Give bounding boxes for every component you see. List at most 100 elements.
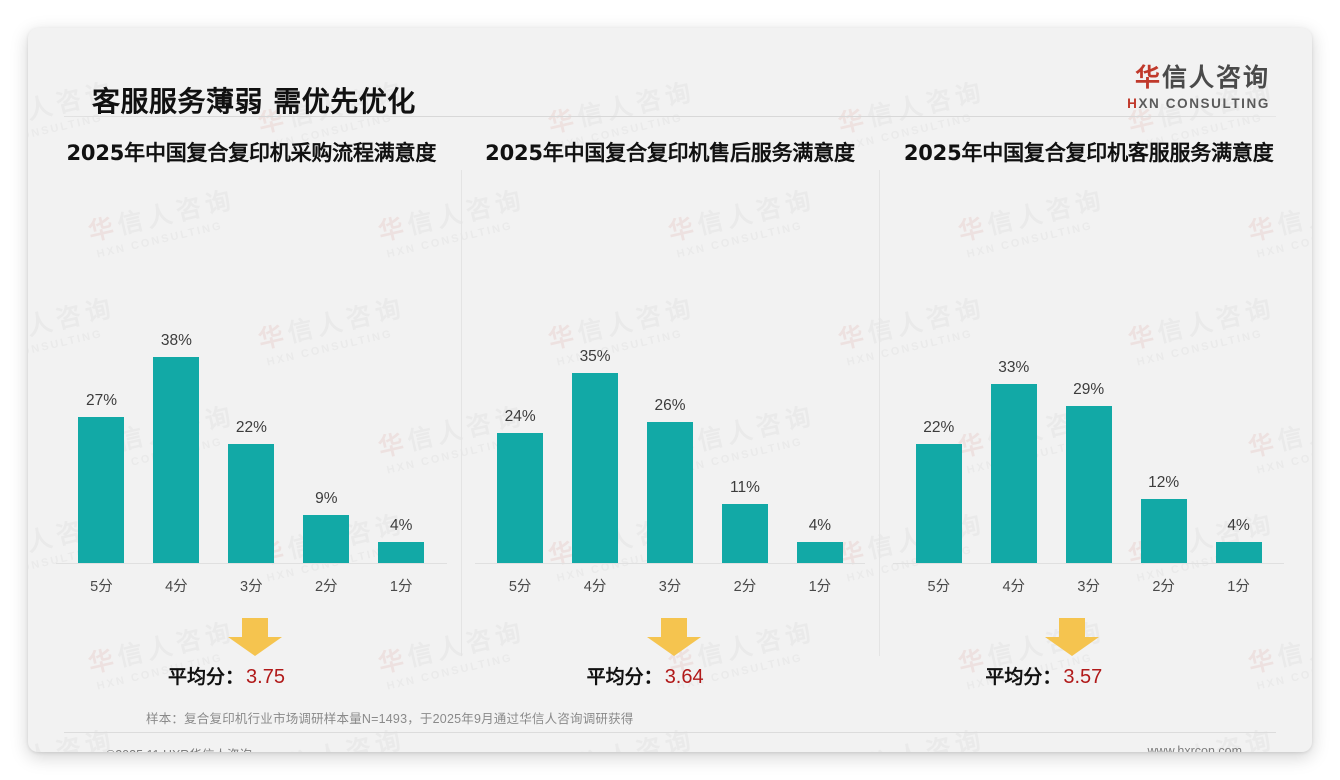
logo-english: HXN CONSULTING [1040,96,1270,111]
down-arrow-icon [646,618,701,656]
bar-series: 22% 33% 29% 12% 4% [901,294,1276,564]
slide-header: 客服服务薄弱 需优先优化 华信人咨询 HXN CONSULTING [28,28,1312,118]
bar-value-label: 22% [923,419,955,436]
x-axis-tick-label: 2分 [314,579,338,595]
logo-chinese: 华信人咨询 [1040,64,1270,92]
bar[interactable] [153,357,200,564]
x-axis-baseline [893,563,1285,564]
bar-group: 4% [782,294,857,564]
bar[interactable] [1215,542,1262,564]
bar-group: 11% [707,294,782,564]
average-label: 平均分： [985,666,1062,688]
x-axis-tick-label: 3分 [1077,579,1100,595]
x-axis-baseline [56,563,447,564]
bar-group: 22% [214,294,289,564]
bar[interactable] [647,422,694,564]
bar-group: 9% [289,294,364,564]
bar-group: 22% [901,294,976,564]
bar-value-label: 4% [1227,517,1250,534]
logo-chinese-accent: 华 [1134,63,1162,92]
down-arrow-icon [1045,618,1100,656]
bar-group: 4% [364,294,439,564]
sample-footnote: 样本：复合复印机行业市场调研样本量N=1493，于2025年9月通过华信人咨询调… [146,712,634,726]
bar[interactable] [796,542,843,564]
average-label: 平均分： [168,666,245,688]
logo-english-rest: XN CONSULTING [1138,95,1270,111]
average-label: 平均分： [586,666,663,688]
bar-value-label: 12% [1148,474,1180,491]
bar[interactable] [990,384,1037,564]
x-axis-baseline [474,563,866,564]
bar-value-label: 4% [808,517,832,534]
average-value: 3.75 [246,666,285,688]
x-axis-ticks: 5分 4分 3分 2分 1分 [475,575,866,596]
panel-divider [460,170,462,656]
x-axis-tick-label: 4分 [165,579,188,595]
bar[interactable] [915,444,962,564]
bar[interactable] [228,444,275,564]
average-score-block: 平均分： 3.57 [893,618,1284,708]
average-score-text: 平均分： 3.64 [587,662,704,689]
x-axis-tick-label: 3分 [658,579,682,595]
bar-value-label: 38% [160,332,192,349]
bar-value-label: 24% [504,408,536,425]
x-axis-tick-label: 5分 [508,579,532,595]
website-link[interactable]: www.hxrcon.com [1147,744,1242,752]
x-axis-tick-label: 5分 [90,579,113,595]
bar[interactable] [303,515,350,564]
bar-chart-plot: 22% 33% 29% 12% 4% [893,274,1285,564]
bar-series: 27% 38% 22% 9% 4% [64,294,439,564]
bar-value-label: 29% [1073,381,1105,398]
logo-chinese-rest: 信人咨询 [1161,63,1270,92]
bar-group: 38% [139,294,214,564]
bar-value-label: 35% [579,348,611,365]
bar-value-label: 27% [85,392,117,409]
average-score-text: 平均分： 3.57 [985,662,1102,689]
down-arrow-icon [228,618,282,656]
chart-panel-customer-service: 2025年中国复合复印机客服服务满意度 22% 33% 29% 12% 4% 5分 4分 3… [879,136,1298,688]
average-score-block: 平均分： 3.64 [475,618,866,708]
bar-group: 29% [1051,294,1126,564]
chart-panel-after-sales: 2025年中国复合复印机售后服务满意度 24% 35% 26% 11% 4% 5分 4分 3… [460,136,880,688]
bar[interactable] [572,373,619,564]
bar-group: 24% [483,294,558,564]
bar-group: 27% [64,294,139,564]
bar-group: 12% [1126,294,1201,564]
chart-panel-purchase-process: 2025年中国复合复印机采购流程满意度 27% 38% 22% 9% 4% 5分 4分 3分… [42,136,461,688]
chart-title: 2025年中国复合复印机采购流程满意度 [66,141,437,165]
x-axis-tick-label: 2分 [733,579,757,595]
x-axis-tick-label: 2分 [1152,579,1175,595]
bar[interactable] [78,417,125,564]
bar-chart-plot: 24% 35% 26% 11% 4% [474,274,866,564]
bar-group: 35% [558,294,633,564]
chart-title: 2025年中国复合复印机客服服务满意度 [903,141,1274,165]
bar[interactable] [1065,406,1112,564]
charts-row: 2025年中国复合复印机采购流程满意度 27% 38% 22% 9% 4% 5分 4分 3分… [42,136,1298,688]
brand-logo: 华信人咨询 HXN CONSULTING [1040,64,1270,111]
average-score-block: 平均分： 3.75 [56,618,447,708]
x-axis-tick-label: 1分 [389,579,413,595]
page-title: 客服服务薄弱 需优先优化 [92,85,416,118]
bar-value-label: 33% [998,359,1030,376]
x-axis-tick-label: 4分 [583,579,607,595]
x-axis-tick-label: 1分 [1227,579,1250,595]
slide-card: 华信人咨询 HXN CONSULTING 华信人咨询 HXN CONSULTING华信… [28,28,1312,752]
x-axis-ticks: 5分 4分 3分 2分 1分 [893,575,1284,596]
x-axis-tick-label: 1分 [808,579,832,595]
average-value: 3.57 [1063,666,1103,688]
average-value: 3.64 [664,666,704,688]
bar-group: 26% [633,294,708,564]
x-axis-tick-label: 5分 [927,579,951,595]
panel-divider [879,170,881,656]
bar[interactable] [1140,499,1187,564]
bar[interactable] [721,504,768,564]
bar-group: 33% [976,294,1051,564]
footer-divider [64,732,1276,733]
bar-value-label: 22% [235,419,267,436]
slide-footer: ©2025.11 HXR华信人咨询 www.hxrcon.com [28,733,1312,752]
bar[interactable] [497,433,544,564]
logo-english-accent: H [1127,95,1139,111]
bar[interactable] [378,542,425,564]
bar-value-label: 26% [654,397,686,414]
bar-series: 24% 35% 26% 11% 4% [483,294,858,564]
